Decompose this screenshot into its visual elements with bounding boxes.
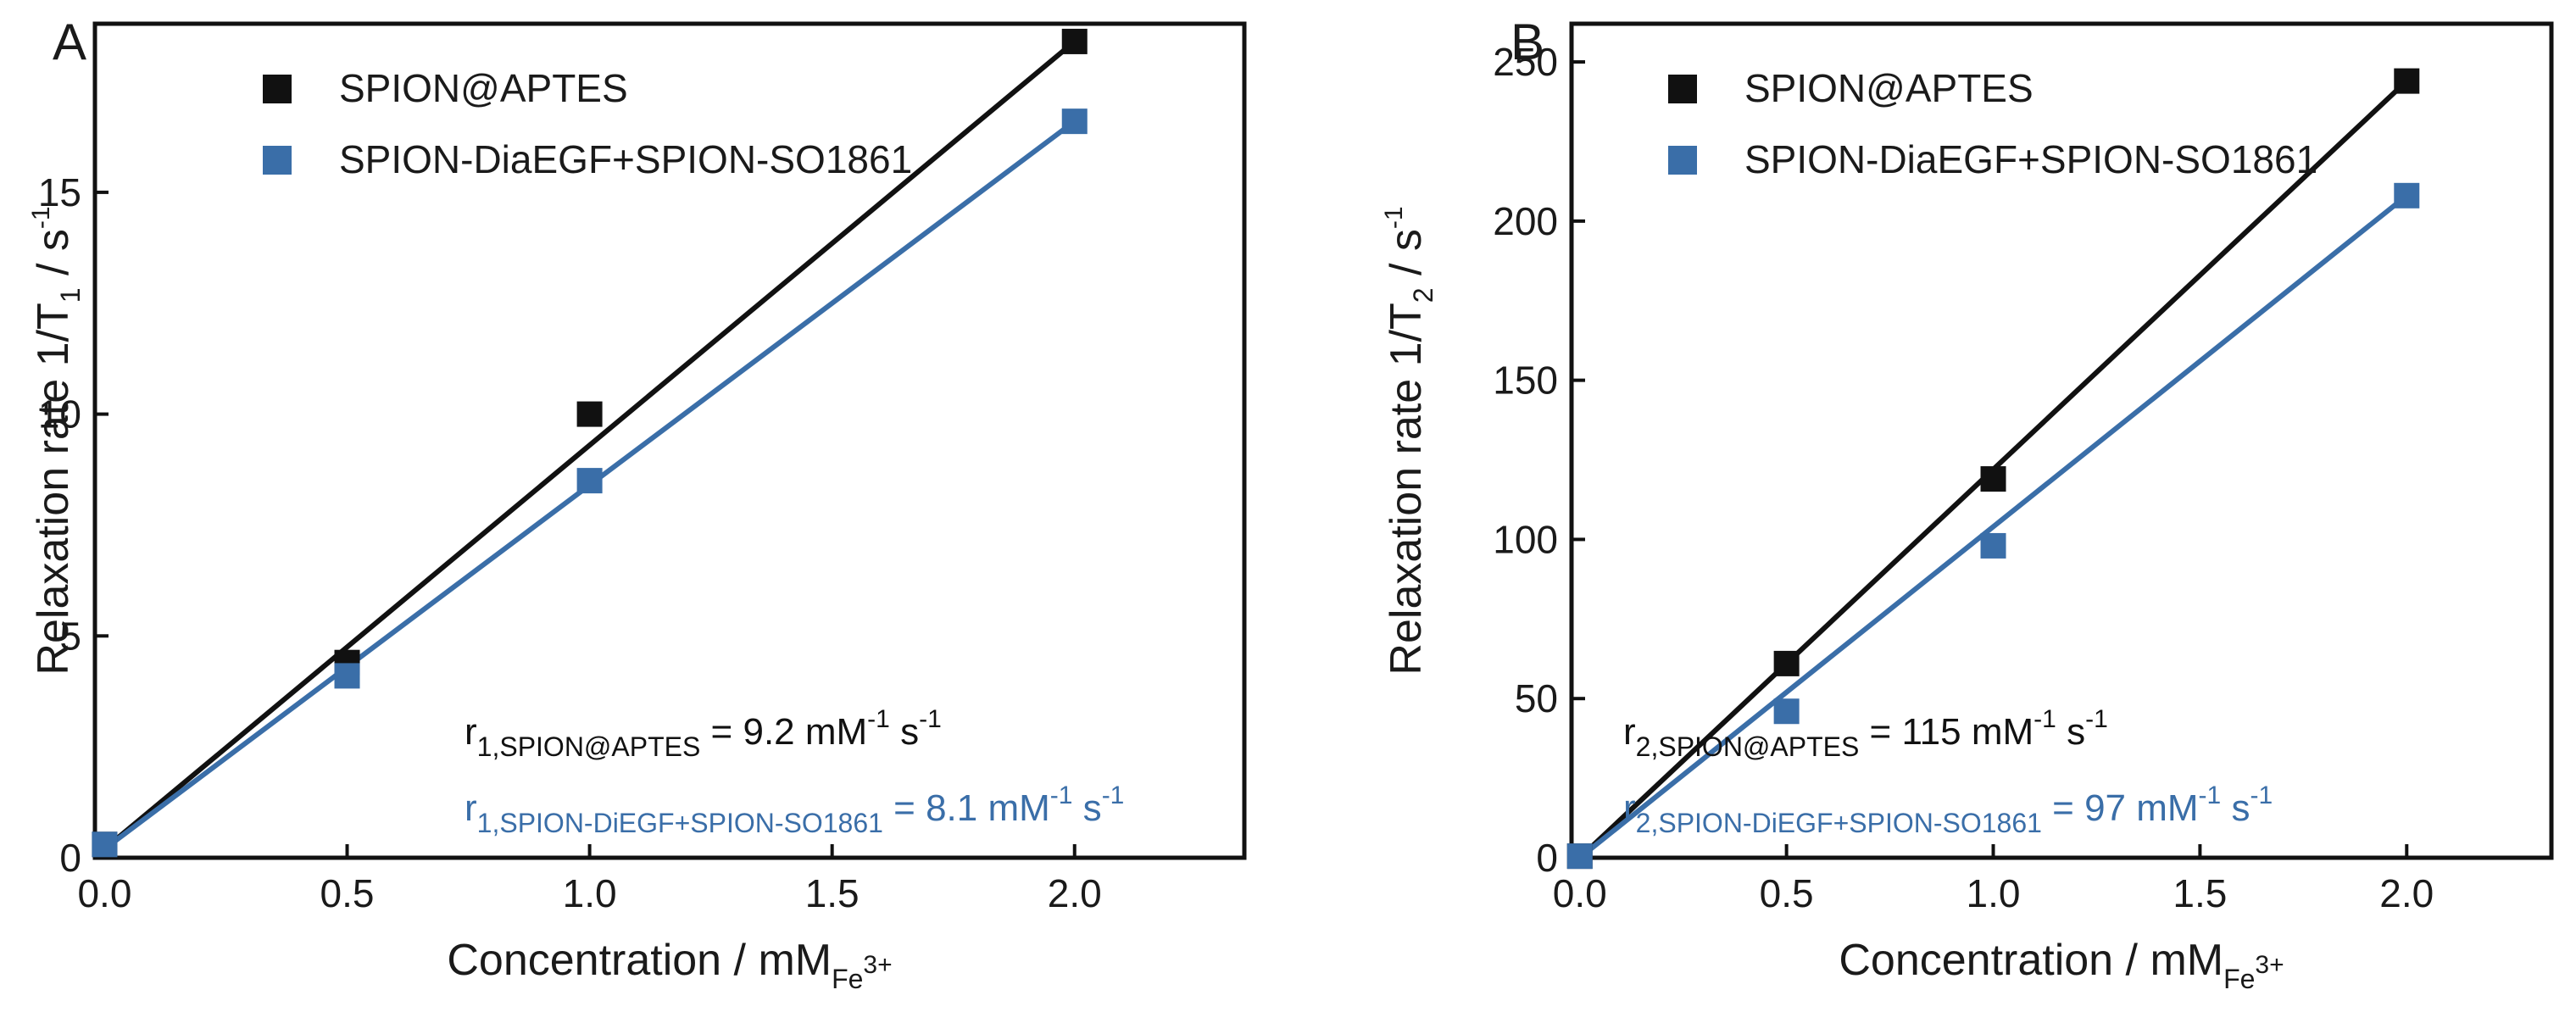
x-axis-title-subsup: 3+ bbox=[2255, 951, 2284, 979]
anno-sup2: -1 bbox=[919, 705, 942, 733]
x-tick-label: 1.0 bbox=[563, 871, 617, 915]
relaxivity-annotation-0: r2,SPION@APTES = 115 mM-1 s-1 bbox=[1623, 705, 2108, 762]
x-axis-title-sub: Fe bbox=[832, 964, 863, 994]
anno-unit: s bbox=[2221, 787, 2250, 829]
data-point-series-0 bbox=[1980, 466, 2006, 492]
x-tick-label: 0.5 bbox=[320, 871, 375, 915]
anno-sup1: -1 bbox=[867, 705, 890, 733]
anno-sup1: -1 bbox=[2199, 781, 2222, 809]
x-tick-label: 0.0 bbox=[1553, 871, 1607, 915]
anno-value: = 115 mM bbox=[1859, 711, 2034, 753]
x-tick-label: 1.0 bbox=[1967, 871, 2021, 915]
x-axis-title-main: Concentration / mM bbox=[447, 936, 832, 985]
data-point-series-0 bbox=[1773, 650, 1800, 676]
x-tick-label: 1.5 bbox=[2173, 871, 2227, 915]
anno-sup2: -1 bbox=[2250, 781, 2273, 809]
panel-label: B bbox=[1511, 14, 1544, 70]
plot-frame bbox=[92, 21, 1247, 860]
anno-r: r bbox=[1623, 711, 1636, 753]
anno-r: r bbox=[465, 787, 477, 829]
y-tick-label: 150 bbox=[1493, 359, 1558, 403]
panel-label: A bbox=[53, 14, 86, 70]
anno-unit: s bbox=[2056, 711, 2085, 753]
data-point-series-1 bbox=[2394, 182, 2420, 209]
y-tick-label: 15 bbox=[38, 170, 81, 214]
x-axis-title-main: Concentration / mM bbox=[1839, 936, 2223, 985]
y-tick-label: 10 bbox=[38, 392, 81, 436]
anno-sub: 1,SPION@APTES bbox=[477, 731, 701, 762]
anno-value: = 8.1 mM bbox=[883, 787, 1050, 829]
y-tick-label: 200 bbox=[1493, 199, 1558, 243]
y-tick-label: 5 bbox=[59, 614, 81, 658]
legend-marker-0 bbox=[263, 75, 292, 103]
y-tick-label: 100 bbox=[1493, 517, 1558, 561]
plot-frame bbox=[1569, 21, 2554, 860]
relaxivity-annotation-0: r1,SPION@APTES = 9.2 mM-1 s-1 bbox=[465, 705, 942, 762]
x-tick-label: 0.5 bbox=[1760, 871, 1814, 915]
y-axis-title-main: Relaxation rate 1/T bbox=[1382, 303, 1431, 675]
anno-sub: 2,SPION@APTES bbox=[1636, 731, 1860, 762]
y-axis-title-sub: 2 bbox=[1408, 287, 1438, 303]
relaxivity-annotation-1: r2,SPION-DiEGF+SPION-SO1861 = 97 mM-1 s-… bbox=[1623, 781, 2273, 838]
anno-r: r bbox=[1623, 787, 1636, 829]
anno-r: r bbox=[465, 711, 477, 753]
anno-unit: s bbox=[890, 711, 919, 753]
y-axis-title-unit: / s bbox=[1382, 229, 1431, 287]
anno-sup1: -1 bbox=[2034, 705, 2056, 733]
anno-sup2: -1 bbox=[1102, 781, 1125, 809]
anno-sup1: -1 bbox=[1050, 781, 1073, 809]
x-axis-title-sub: Fe bbox=[2223, 964, 2255, 994]
y-axis-title-main: Relaxation rate 1/T bbox=[29, 303, 78, 675]
x-tick-label: 1.5 bbox=[805, 871, 860, 915]
y-axis-title-sup: -1 bbox=[1380, 206, 1408, 229]
data-point-series-1 bbox=[1980, 532, 2006, 559]
data-point-series-1 bbox=[1773, 698, 1800, 725]
x-tick-label: 2.0 bbox=[1048, 871, 1102, 915]
x-tick-label: 0.0 bbox=[77, 871, 131, 915]
fit-line-series-0 bbox=[103, 39, 1077, 851]
data-point-series-1 bbox=[1566, 843, 1593, 870]
legend-label-1: SPION-DiaEGF+SPION-SO1861 bbox=[339, 137, 912, 181]
y-axis-title: Relaxation rate 1/T1 / s-1 bbox=[27, 206, 86, 675]
chart-panel-b: B 0.0 0.5 1.0 1.5 2.0 0 50 100 150 200 250 Concentra… bbox=[1380, 14, 2554, 994]
data-point-series-0 bbox=[576, 401, 603, 427]
y-axis-title: Relaxation rate 1/T2 / s-1 bbox=[1380, 206, 1438, 675]
anno-value: = 9.2 mM bbox=[700, 711, 867, 753]
y-axis-title-sub: 1 bbox=[55, 287, 86, 303]
data-point-series-1 bbox=[334, 663, 360, 689]
x-axis-title-subsup: 3+ bbox=[863, 951, 892, 979]
anno-sup2: -1 bbox=[2085, 705, 2108, 733]
x-tick-label: 2.0 bbox=[2379, 871, 2434, 915]
anno-unit: s bbox=[1072, 787, 1101, 829]
data-point-series-0 bbox=[2394, 68, 2420, 94]
data-point-series-1 bbox=[92, 831, 118, 858]
y-axis-title-unit: / s bbox=[29, 229, 78, 287]
legend-marker-1 bbox=[263, 146, 292, 175]
legend-label-0: SPION@APTES bbox=[339, 66, 628, 110]
chart-panel-a: A 0.0 0.5 1.0 1.5 2.0 0 5 10 15 Concentration / mM… bbox=[27, 14, 1247, 994]
x-axis-title: Concentration / mMFe3+ bbox=[1839, 936, 2284, 994]
legend-label-1: SPION-DiaEGF+SPION-SO1861 bbox=[1744, 137, 2317, 181]
relaxivity-annotation-1: r1,SPION-DiEGF+SPION-SO1861 = 8.1 mM-1 s… bbox=[465, 781, 1124, 838]
anno-sub: 2,SPION-DiEGF+SPION-SO1861 bbox=[1636, 808, 2042, 838]
y-tick-label: 0 bbox=[1536, 836, 1558, 880]
y-tick-label: 50 bbox=[1515, 676, 1558, 720]
y-axis-title-sup: -1 bbox=[27, 206, 55, 229]
data-point-series-1 bbox=[576, 468, 603, 494]
anno-value: = 97 mM bbox=[2042, 787, 2199, 829]
data-point-series-0 bbox=[1061, 28, 1088, 54]
data-point-series-1 bbox=[1061, 108, 1088, 135]
y-tick-label: 250 bbox=[1493, 40, 1558, 84]
x-axis-title: Concentration / mMFe3+ bbox=[447, 936, 892, 994]
legend-label-0: SPION@APTES bbox=[1744, 66, 2034, 110]
fit-line-series-1 bbox=[1577, 193, 2409, 860]
legend-marker-0 bbox=[1668, 75, 1697, 103]
y-tick-label: 0 bbox=[59, 836, 81, 880]
legend-marker-1 bbox=[1668, 146, 1697, 175]
anno-sub: 1,SPION-DiEGF+SPION-SO1861 bbox=[477, 808, 883, 838]
